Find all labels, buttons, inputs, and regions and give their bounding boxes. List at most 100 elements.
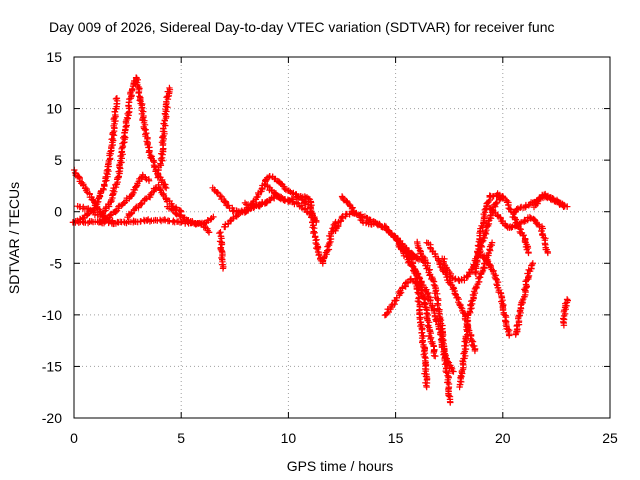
data-point [439,333,446,340]
data-point [463,320,470,327]
data-point [525,249,532,257]
data-point [472,262,479,269]
data-point [492,275,499,282]
data-point [458,367,466,374]
data-point [338,213,346,221]
data-point [219,265,227,272]
data-point [109,129,117,136]
data-point [217,192,224,200]
series-arc-25 [472,190,532,278]
data-point [170,217,177,224]
y-tick-label: 15 [46,49,62,65]
series-arc-08 [124,181,185,221]
data-point [457,304,465,311]
data-point [423,383,430,391]
y-axis-title: SDTVAR / TECUs [6,182,22,294]
data-point [151,163,159,170]
series-arc-07 [70,213,217,228]
data-point [129,85,136,93]
data-point [513,206,520,213]
data-point [143,130,150,137]
data-point [456,300,463,308]
data-point [112,95,120,103]
data-point [122,134,129,141]
data-point [394,234,401,242]
data-point [414,289,421,296]
plot-frame [73,56,611,419]
y-tick-label: 0 [54,204,62,220]
series-arc-27 [474,249,513,339]
data-point [414,270,422,278]
data-point [526,213,534,221]
data-point [113,95,121,102]
data-point [483,256,491,264]
data-point [472,269,479,276]
series-arc-21 [414,238,454,406]
data-point [379,224,386,231]
data-point [162,184,170,192]
data-point [114,174,121,181]
data-point [413,286,421,293]
data-point [196,219,204,227]
data-point [120,139,127,146]
x-tick-label: 25 [602,430,618,446]
data-point [435,257,442,264]
data-point [172,210,179,217]
x-tick-label: 10 [281,430,297,446]
data-point [140,125,148,132]
series-arc-15 [307,198,339,267]
y-tick-label: 5 [54,152,62,168]
data-point [295,200,302,207]
data-point [204,217,211,224]
series-arc-22 [423,239,479,355]
series-arc-09 [164,203,213,236]
data-point [103,167,111,175]
data-point [147,154,154,161]
data-point [326,239,333,247]
data-point [101,181,108,188]
data-point [315,252,322,259]
series-arc-05 [96,171,153,226]
data-point [417,278,424,285]
data-point [414,297,422,305]
chart-title: Day 009 of 2026, Sidereal Day-to-day VTE… [49,19,555,35]
data-point [529,260,537,267]
axes: 0 5 10 15 20 25 -20 -15 -10 -5 0 5 10 15 [42,49,618,446]
data-point [339,195,347,203]
data-point [115,203,122,210]
data-point [132,78,140,85]
data-point [97,219,105,226]
series-arc-18 [381,275,439,360]
data-point [129,191,136,198]
data-point [281,185,288,192]
data-point [538,227,545,234]
data-point [214,189,221,196]
data-point [445,392,453,400]
data-point [159,133,166,141]
data-point [161,183,169,191]
data-point [374,222,382,229]
data-point [192,221,199,228]
series-arc-26 [483,202,552,257]
data-point [424,262,431,269]
data-point [145,177,153,184]
data-point [429,277,437,284]
series-arc-31 [560,296,571,329]
data-point [136,97,143,104]
series-arc-17 [338,193,421,262]
data-point [218,241,225,248]
data-point [563,203,571,210]
x-tick-label: 15 [388,430,404,446]
data-point [448,364,455,371]
data-point [166,84,173,92]
data-point [413,254,421,262]
data-point [424,322,431,330]
y-tick-label: -5 [50,255,63,271]
x-tick-label: 5 [177,430,185,446]
data-point [388,301,395,309]
data-point [528,261,536,268]
data-point [177,213,184,220]
data-point [86,206,94,214]
data-point [508,224,515,231]
data-point [564,297,571,304]
